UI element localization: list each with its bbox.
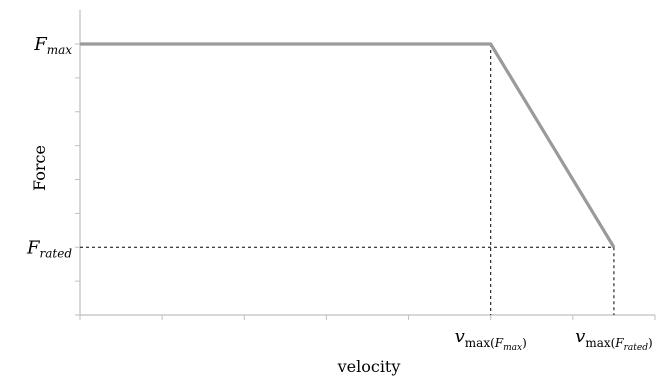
guide-lines	[80, 44, 615, 315]
y-axis-title: Force	[30, 145, 49, 191]
series-layer	[80, 42, 616, 249]
x-tick-label-rated: vmax(Frated)	[575, 326, 653, 353]
x-axis-title: velocity	[337, 357, 401, 376]
y-tick-label-rated: Frated	[26, 237, 72, 260]
y-tick-label-max: Fmax	[33, 34, 72, 57]
axes	[75, 10, 656, 320]
x-tick-labels: vmax(Fmax) vmax(Frated)	[455, 326, 653, 353]
x-tick-label-max: vmax(Fmax)	[455, 326, 527, 353]
x-axis-ticks	[79, 315, 656, 320]
force-curve-line	[80, 42, 616, 249]
y-tick-labels: Fmax Frated	[26, 34, 72, 260]
y-axis-ticks	[75, 43, 80, 316]
